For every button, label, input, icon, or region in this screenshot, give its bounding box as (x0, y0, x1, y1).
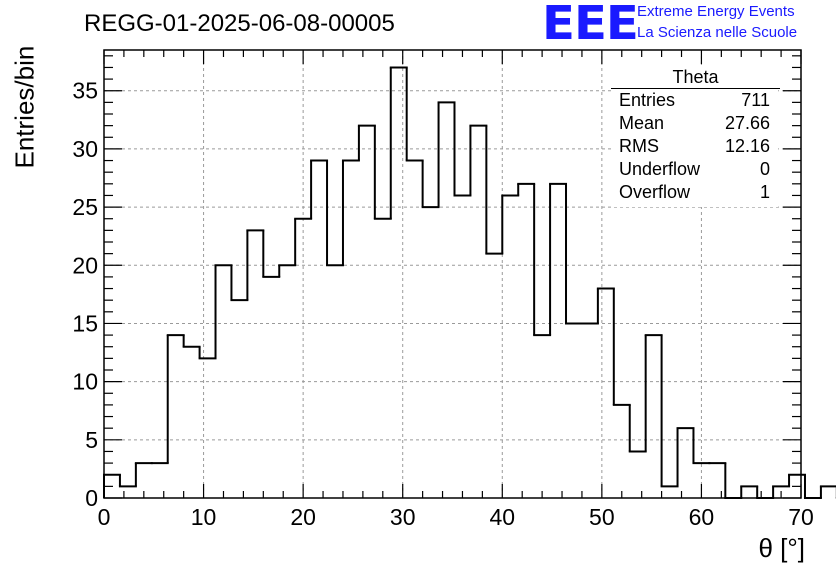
x-tick-label: 0 (98, 504, 111, 530)
x-tick-label: 40 (489, 504, 515, 530)
x-tick-label: 20 (290, 504, 316, 530)
x-tick-label: 60 (689, 504, 715, 530)
y-tick-label: 10 (72, 369, 98, 395)
stats-value: 0 (759, 159, 770, 179)
y-tick-label: 0 (85, 485, 98, 511)
stats-title: Theta (611, 66, 780, 89)
x-tick-label: 10 (191, 504, 217, 530)
y-tick-label: 20 (72, 252, 98, 278)
brand-line-2: La Scienza nelle Scuole (637, 24, 798, 41)
stats-row-entries: Entries 711 (611, 89, 778, 112)
stats-row-rms: RMS 12.16 (611, 135, 778, 158)
stats-box: Theta Entries 711 Mean 27.66 RMS 12.16 U… (611, 66, 780, 207)
stats-label: Underflow (619, 159, 701, 179)
stats-value: 1 (759, 182, 770, 202)
stats-row-underflow: Underflow 0 (611, 158, 778, 181)
run-title: REGG-01-2025-06-08-00005 (84, 10, 395, 37)
x-tick-label: 50 (589, 504, 615, 530)
y-tick-label: 5 (85, 427, 98, 453)
y-axis-label: Entries/bin (9, 45, 40, 169)
x-tick-label: 70 (788, 504, 814, 530)
axis-ticks (103, 50, 802, 499)
y-tick-label: 25 (72, 194, 98, 220)
stats-label: Mean (619, 113, 665, 133)
y-tick-label: 35 (72, 78, 98, 104)
stats-row-mean: Mean 27.66 (611, 112, 778, 135)
histogram-series (103, 66, 836, 499)
x-axis-label: θ [°] (758, 533, 805, 563)
stats-value: 27.66 (724, 113, 770, 133)
brand-line-1: Extreme Energy Events (637, 3, 795, 20)
eee-logo: EEE (542, 0, 639, 50)
y-tick-label: 15 (72, 310, 98, 336)
stats-row-overflow: Overflow 1 (611, 181, 778, 204)
stats-value: 711 (741, 90, 770, 110)
y-tick-label: 30 (72, 136, 98, 162)
stats-label: Entries (619, 90, 676, 110)
stats-label: Overflow (619, 182, 691, 202)
stats-label: RMS (619, 136, 659, 156)
plot-frame (103, 49, 802, 499)
x-tick-label: 30 (390, 504, 416, 530)
stats-value: 12.16 (724, 136, 770, 156)
